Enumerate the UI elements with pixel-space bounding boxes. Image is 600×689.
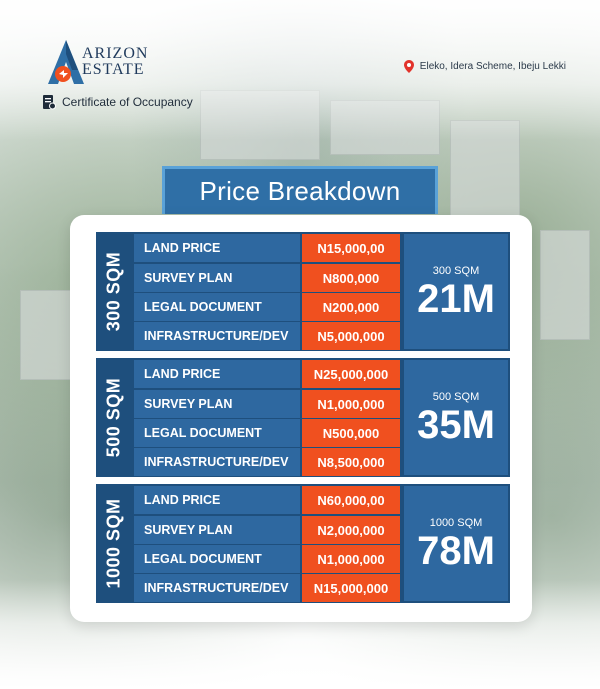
row-name: LEGAL DOCUMENT	[134, 419, 300, 447]
location-text: Eleko, Idera Scheme, Ibeju Lekki	[419, 61, 566, 72]
price-row: LEGAL DOCUMENT N200,000	[134, 293, 400, 321]
row-name: LEGAL DOCUMENT	[134, 545, 300, 573]
row-value: N5,000,000	[302, 322, 400, 350]
row-value: N8,500,000	[302, 448, 400, 476]
section-label: 500 SQM	[96, 358, 132, 477]
background-fade	[0, 0, 600, 140]
total-size: 1000 SQM	[429, 516, 483, 529]
page-title: Price Breakdown	[162, 166, 438, 214]
price-row: LAND PRICE N15,000,00	[134, 234, 400, 262]
price-row: LEGAL DOCUMENT N500,000	[134, 419, 400, 447]
price-section-1000-sqm: 1000 SQM LAND PRICE N60,000,00 SURVEY PL…	[96, 484, 510, 603]
total-box: 500 SQM 35M	[404, 360, 508, 475]
row-value: N25,000,000	[302, 360, 400, 388]
row-value: N15,000,00	[302, 234, 400, 262]
total-amount: 78M	[417, 528, 495, 573]
total-size: 500 SQM	[432, 390, 480, 403]
total-amount: 35M	[417, 402, 495, 447]
row-name: LAND PRICE	[134, 234, 300, 262]
price-row: INFRASTRUCTURE/DEV N5,000,000	[134, 322, 400, 350]
price-row: LAND PRICE N60,000,00	[134, 486, 400, 514]
background-building	[20, 290, 75, 380]
price-row: SURVEY PLAN N1,000,000	[134, 390, 400, 418]
row-value: N500,000	[302, 419, 400, 447]
row-name: INFRASTRUCTURE/DEV	[134, 448, 300, 476]
logo-line-1: ARIZON	[82, 45, 149, 62]
location-info: Eleko, Idera Scheme, Ibeju Lekki	[403, 60, 566, 73]
row-name: INFRASTRUCTURE/DEV	[134, 574, 300, 602]
logo-line-2: ESTATE	[82, 61, 145, 78]
price-section-500-sqm: 500 SQM LAND PRICE N25,000,000 SURVEY PL…	[96, 358, 510, 477]
row-value: N200,000	[302, 293, 400, 321]
row-value: N2,000,000	[302, 516, 400, 544]
document-icon	[43, 95, 56, 110]
row-name: SURVEY PLAN	[134, 264, 300, 292]
row-name: SURVEY PLAN	[134, 390, 300, 418]
price-row: INFRASTRUCTURE/DEV N15,000,000	[134, 574, 400, 602]
background-building	[540, 230, 590, 340]
map-pin-icon	[403, 60, 414, 73]
row-value: N60,000,00	[302, 486, 400, 514]
arizon-estate-logo-mark	[48, 40, 84, 84]
price-row: SURVEY PLAN N2,000,000	[134, 516, 400, 544]
row-name: SURVEY PLAN	[134, 516, 300, 544]
price-row: SURVEY PLAN N800,000	[134, 264, 400, 292]
certificate-label: Certificate of Occupancy	[62, 95, 193, 109]
price-section-300-sqm: 300 SQM LAND PRICE N15,000,00 SURVEY PLA…	[96, 232, 510, 351]
row-name: LAND PRICE	[134, 486, 300, 514]
row-name: INFRASTRUCTURE/DEV	[134, 322, 300, 350]
row-name: LAND PRICE	[134, 360, 300, 388]
row-value: N1,000,000	[302, 545, 400, 573]
section-label: 1000 SQM	[96, 484, 132, 603]
total-size: 300 SQM	[432, 264, 480, 277]
logo-wordmark: ARIZON ESTATE	[82, 46, 148, 78]
row-value: N1,000,000	[302, 390, 400, 418]
total-box: 300 SQM 21M	[404, 234, 508, 349]
price-row: LEGAL DOCUMENT N1,000,000	[134, 545, 400, 573]
price-row: INFRASTRUCTURE/DEV N8,500,000	[134, 448, 400, 476]
row-value: N800,000	[302, 264, 400, 292]
price-row: LAND PRICE N25,000,000	[134, 360, 400, 388]
row-name: LEGAL DOCUMENT	[134, 293, 300, 321]
section-label: 300 SQM	[96, 232, 132, 351]
row-value: N15,000,000	[302, 574, 400, 602]
total-box: 1000 SQM 78M	[404, 486, 508, 601]
total-amount: 21M	[417, 276, 495, 321]
certificate-badge: Certificate of Occupancy	[42, 93, 193, 111]
